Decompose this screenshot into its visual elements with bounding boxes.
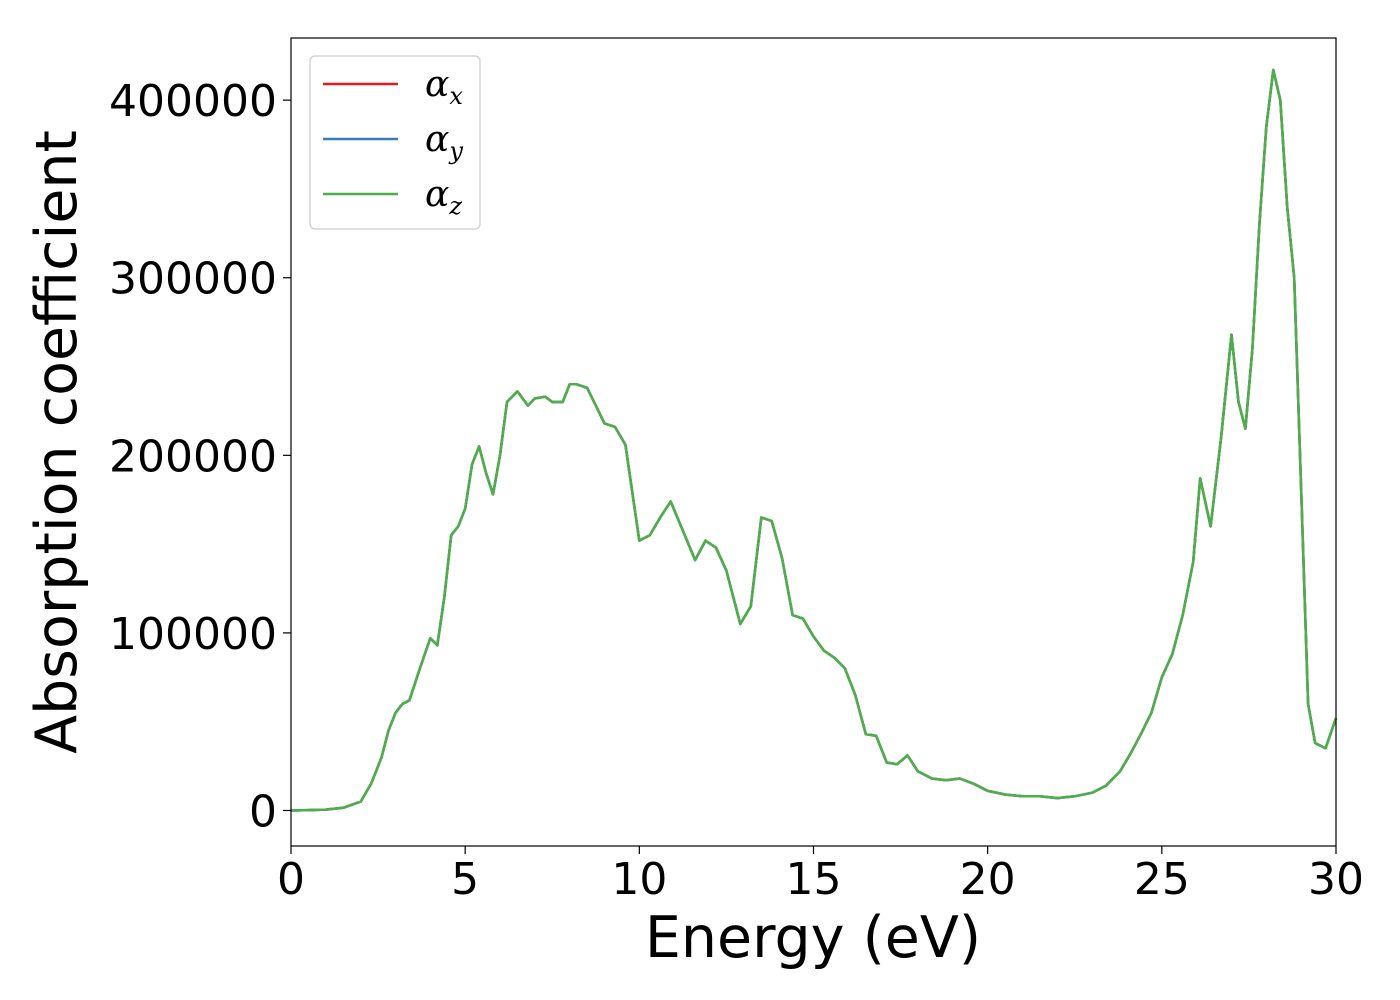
- series-line-alpha-z: [290, 68, 1338, 812]
- y-axis-label: Absorption coefficient: [24, 130, 90, 754]
- x-axis: 0 5 10 15 20 25 30: [277, 846, 1364, 905]
- x-tick-label: 15: [786, 854, 842, 905]
- x-tick-label: 25: [1134, 854, 1190, 905]
- y-tick-label: 100000: [109, 609, 277, 660]
- y-axis: 0 100000 200000 300000 400000: [109, 76, 291, 837]
- x-tick-label: 10: [611, 854, 667, 905]
- y-tick-label: 400000: [109, 76, 277, 127]
- x-tick-label: 30: [1308, 854, 1364, 905]
- legend: αx αy αz: [309, 55, 481, 230]
- x-tick-label: 0: [277, 854, 305, 905]
- y-tick-label: 300000: [109, 254, 277, 305]
- legend-label-alpha-y: αy: [425, 119, 463, 165]
- legend-label-alpha-z: αz: [425, 174, 462, 220]
- y-tick-label: 200000: [109, 431, 277, 482]
- x-tick-label: 20: [960, 854, 1016, 905]
- x-axis-label: Energy (eV): [645, 905, 981, 971]
- y-tick-label: 0: [249, 786, 277, 837]
- plot-area: [290, 68, 1338, 812]
- legend-label-alpha-x: αx: [425, 64, 463, 110]
- x-tick-label: 5: [451, 854, 479, 905]
- legend-box: [309, 55, 481, 230]
